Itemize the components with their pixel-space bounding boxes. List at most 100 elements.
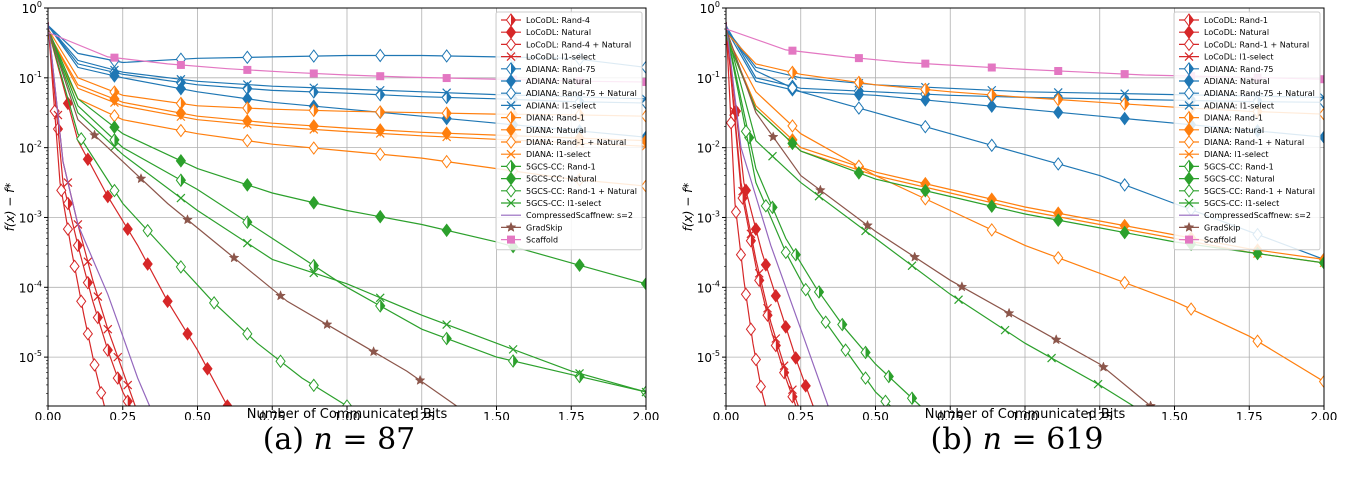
chart0-series-10-marker-2 [175,123,187,138]
chart1-series-15-marker-1 [768,151,777,161]
chart1-series-14-marker-6 [840,343,851,357]
chart1-legend-entry-3-label: LoCoDL: l1-select [1204,53,1274,62]
chart1-ytick-label-2: 10-2 [697,140,720,156]
chart1-series-12-marker-6-half [865,346,871,359]
chart0-series-15-marker-8 [575,368,584,378]
chart1-series-7-marker-5 [1053,87,1063,97]
chart1-ytick-exp-2: -2 [712,140,720,149]
chart0-series-13-marker-3 [242,178,253,192]
chart0-legend-entry-4-marker-half [511,62,516,75]
chart0-ytick-label-4: 10-4 [19,279,42,295]
chart1-series-10-marker-5 [1053,250,1064,265]
chart0-series-7-marker-4 [309,83,319,93]
chart1-xtick-label-0: 0.00 [713,410,740,420]
chart1-ytick-label-1: 10-1 [697,70,720,86]
chart1-series-3-marker-3 [746,229,756,239]
chart1-series-3-marker-6 [771,334,781,343]
chart1-ytick-base-1: 10 [697,72,712,86]
chart1-legend-entry-4-marker-half [1189,62,1194,75]
chart0-series-14-marker-3 [142,223,153,238]
chart1-series-8-marker-9-half [1324,108,1329,120]
chart0-legend-entry-15-marker [506,198,516,208]
chart1-series-10-marker-1 [787,119,798,133]
chart1-series-5-marker-9 [1318,130,1324,145]
chart1-series-5-marker-6 [1119,111,1130,126]
chart0-series-2-marker-7 [89,358,100,372]
chart1-series-7-marker-6 [1120,89,1130,99]
caption-a-var: n [313,422,333,457]
chart1-ytick-label-4: 10-4 [697,279,720,295]
chart1-series-17-marker-1 [767,131,779,142]
chart1-series-6-marker-1 [787,81,798,95]
chart0-xlabel: Number of Communicated Bits [247,407,448,420]
chart0-series-11-marker-9 [641,141,646,151]
chart1-series-8-marker-5-half [1058,93,1063,106]
chart1-series-15-marker-5 [954,295,963,305]
caption-b-eq: = [1002,422,1047,457]
chart0-legend-entry-2-marker [505,37,517,52]
chart1-series-15-marker-4 [907,261,917,271]
chart1-series-3-marker-4 [754,268,764,278]
chart1-series-5-marker-2 [853,87,865,102]
chart1-series-6-marker-2 [853,101,865,115]
chart1-series-4-marker-9-half [1324,96,1329,108]
chart0-series-3-marker-8 [123,380,133,390]
chart1-series-10-marker-8 [1252,334,1263,349]
chart0-ytick-label-2: 10-2 [19,140,42,156]
caption-a-prefix: (a) [262,422,314,457]
chart1-legend-entry-9-label: DIANA: Natural [1204,126,1264,135]
chart0-legend-entry-5-label: ADIANA: Natural [526,77,592,86]
chart1-ytick-base-2: 10 [697,142,712,156]
chart0-series-5-marker-2 [175,81,187,96]
chart0-series-0-marker-4-half [87,276,93,289]
chart1-series-13-marker-9 [1318,256,1324,270]
chart0-legend-entry-14-label: 5GCS-CC: Rand-1 + Natural [526,187,637,196]
chart1-series-12-marker-4-half [819,285,824,298]
chart1-ytick-exp-5: -5 [712,349,720,358]
chart1-legend-entry-7-marker [1184,100,1194,110]
chart0-series-2-marker-2 [56,183,67,198]
chart1-series-14-marker-3 [780,245,791,260]
chart0-series-14-line [48,28,348,406]
chart0-series-15-marker-9 [641,387,646,397]
chart0-ytick-exp-0: 0 [37,0,42,9]
chart0-series-13-marker-6 [441,223,452,238]
chart0-series-8-marker-9-half [646,110,651,122]
panel-a: 0.00 0.25 0.50 0.75 1.00 1.25 1.50 1.75 2.00 100 1… [3,0,659,457]
chart0-series-10-marker-9 [640,179,646,193]
chart0-legend-entry-6-marker [505,86,517,101]
chart0-series-15-marker-3 [242,238,252,248]
chart1-series-5-marker-3 [920,93,931,107]
chart0-series-1-marker-6 [162,294,173,309]
chart1-series-2-marker-3 [735,247,747,262]
chart1-series-17-marker-6 [1003,307,1015,318]
chart1-series-14-marker-2 [760,199,771,213]
chart1-series-18-marker-9 [1320,75,1324,84]
chart1-series-8-marker-1-half [792,66,797,79]
chart1-series-10-marker-7 [1185,302,1197,316]
chart1-ytick-label-5: 10-5 [697,349,720,365]
chart0-series-0-marker-6-half [107,344,113,357]
chart1-xlabel: Number of Communicated Bits [925,407,1126,420]
chart1-xtick-label-6: 1.50 [1161,410,1188,420]
chart0-legend-entry-9-label: DIANA: Natural [526,126,586,135]
chart0-legend-entry-0-marker-half [511,14,516,26]
chart0-series-8-marker-6-half [446,107,452,120]
chart1-series-6-marker-4 [986,138,997,153]
chart1-series-12-marker-3-half [795,248,801,261]
caption-a-value: 87 [377,422,416,457]
chart1-legend-entry-18-label: Scaffold [1204,236,1236,245]
chart1-ylabel: f(x) − f* [681,183,695,232]
chart0-series-1-marker-3 [102,189,113,204]
chart0-series-0-marker-7-half [117,372,123,385]
chart0-series-10-marker-6 [441,154,452,169]
chart1-series-2-marker-1 [726,115,737,130]
chart0-xtick-label-1: 0.25 [109,410,136,420]
chart0-legend-entry-6-label: ADIANA: Rand-75 + Natural [526,89,637,98]
chart1-series-14-marker-8 [880,394,891,406]
chart0-series-17-marker-1 [89,129,100,140]
chart1-legend-entry-17-marker [1183,221,1195,232]
chart0-legend-entry-2-label: LoCoDL: Rand-4 + Natural [526,40,631,49]
chart0-series-1-marker-5 [142,257,153,271]
chart0-legend-entry-11-marker [506,149,516,159]
